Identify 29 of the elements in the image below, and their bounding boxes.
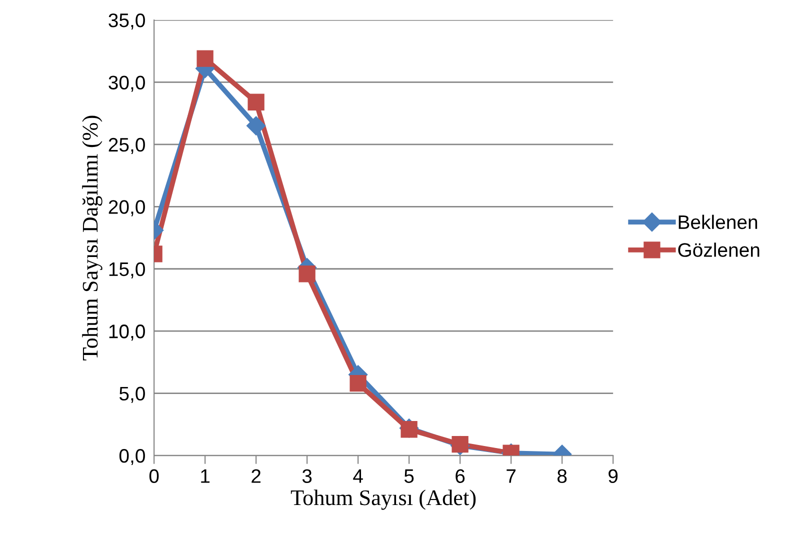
x-tick-label: 0 [149,469,159,483]
x-tick-label: 4 [353,469,363,483]
point [350,375,366,392]
x-tick-label: 1 [201,469,210,483]
legend-label: Gözlenen [678,242,760,257]
point [298,266,316,282]
y-tick-label: 30,0 [108,76,145,92]
y-tick-label: 20,0 [108,200,145,216]
point [248,94,264,110]
legend-label: Beklenen [678,214,758,230]
y-tick-label: 5,0 [119,386,145,403]
y-tick-label: 0,0 [119,448,145,466]
x-tick-label: 7 [506,469,516,483]
y-tick-label: 10,0 [109,324,145,341]
x-axis-title: Tohum Sayısı (Adet) [290,490,476,510]
y-tick-label: 35,0 [108,13,145,30]
point [246,116,266,136]
y-tick-label: 25,0 [108,138,145,154]
x-tick-label: 9 [608,469,618,483]
x-tick-label: 6 [456,469,465,483]
point [196,50,214,67]
x-tick-label: 5 [404,469,414,483]
x-tick-label: 3 [302,469,312,483]
point [400,421,418,438]
x-tick-label: 8 [558,469,567,483]
point [452,436,468,453]
y-axis-title: Tohum Sayısı Dağılımı (%) [82,116,102,360]
x-tick-label: 2 [252,469,260,483]
y-tick-label: 15,0 [109,262,145,278]
